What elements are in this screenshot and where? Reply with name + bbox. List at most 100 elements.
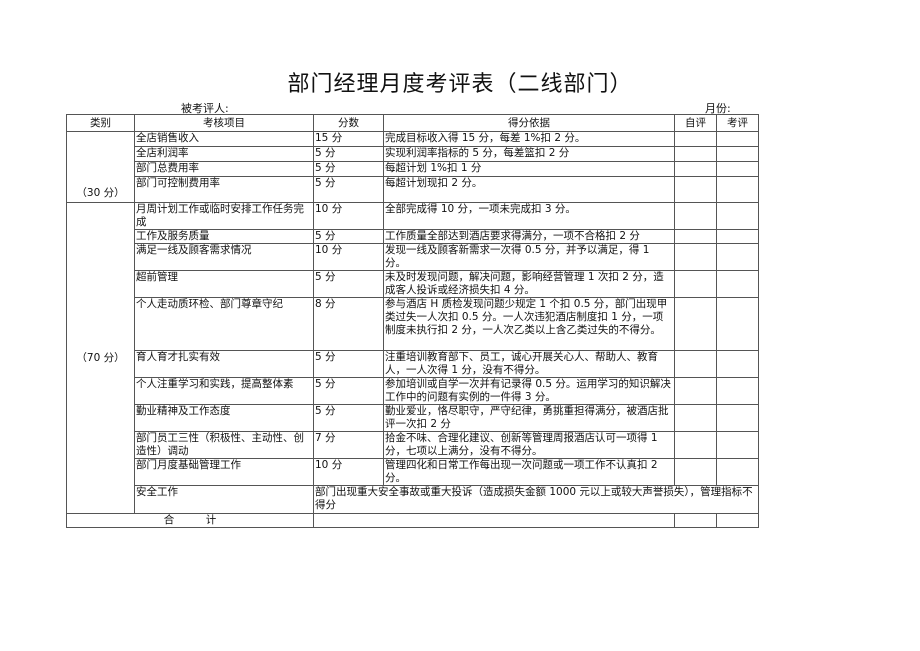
eval-input[interactable]: [716, 176, 759, 203]
score-cell: 10 分: [313, 458, 384, 486]
score-cell: 8 分: [313, 297, 384, 351]
self-eval-input[interactable]: [674, 270, 717, 298]
eval-input[interactable]: [716, 458, 759, 486]
score-cell: 5 分: [313, 404, 384, 432]
header-item: 考核项目: [134, 114, 314, 132]
score-cell: 7 分: [313, 431, 384, 459]
score-cell: 5 分: [313, 377, 384, 405]
safety-row: 安全工作 部门出现重大安全事故或重大投诉（造成损失金额 1000 元以上或较大声誉…: [67, 485, 759, 514]
eval-input[interactable]: [716, 404, 759, 432]
item-cell: 部门月度基础管理工作: [134, 458, 314, 486]
score-cell: 5 分: [313, 350, 384, 378]
table-row: 部门月度基础管理工作 10 分管理四化和日常工作每出现一次问题或一项工作不认真扣 …: [67, 458, 759, 486]
item-cell: 个人走动质环检、部门尊章守纪: [134, 297, 314, 351]
total-label: 合 计: [66, 513, 314, 528]
self-eval-input[interactable]: [674, 377, 717, 405]
eval-input[interactable]: [716, 243, 759, 271]
score-cell: 10 分: [313, 243, 384, 271]
self-eval-input[interactable]: [674, 297, 717, 351]
eval-input[interactable]: [716, 297, 759, 351]
table-row: 勤业精神及工作态度 5 分勤业爱业，恪尽职守，严守纪律，勇挑重担得满分，被酒店批评…: [67, 404, 759, 432]
item-cell: 安全工作: [134, 485, 314, 514]
item-cell: 全店销售收入: [134, 131, 314, 147]
eval-input[interactable]: [716, 146, 759, 162]
eval-input[interactable]: [716, 161, 759, 177]
month-label: 月份:: [705, 102, 731, 115]
item-cell: 个人注重学习和实践，提高整体素: [134, 377, 314, 405]
category-cell: （70 分）: [66, 202, 135, 514]
table-row: 工作及服务质量 5 分工作质量全部达到酒店要求得满分，一项不合格扣 2 分: [67, 229, 759, 244]
basis-cell: 注重培训教育部下、员工，诚心开展关心人、帮助人、教育人，一人次得 1 分，没有不…: [383, 350, 675, 378]
table-row: （70 分） 月周计划工作或临时安排工作任务完成 10 分全部完成得 10 分，一项…: [66, 202, 759, 514]
category-cell: （30 分）: [66, 131, 135, 203]
score-cell: 5 分: [313, 229, 384, 244]
header-row: 类别 考核项目 分数 得分依据 自评 考评: [66, 114, 759, 132]
basis-cell: 拾金不味、合理化建议、创新等管理周报酒店认可一项得 1 分，七项以上满分，没有不…: [383, 431, 675, 459]
score-cell: 5 分: [313, 146, 384, 162]
basis-cell: 参加培训或自学一次并有记录得 0.5 分。运用学习的知识解决工作中的问题有实例的…: [383, 377, 675, 405]
basis-cell: 每超计划 1%扣 1 分: [383, 161, 675, 177]
eval-input[interactable]: [716, 431, 759, 459]
item-cell: 满足一线及顾客需求情况: [134, 243, 314, 271]
self-eval-input[interactable]: [674, 350, 717, 378]
basis-cell: 勤业爱业，恪尽职守，严守纪律，勇挑重担得满分，被酒店批评一次扣 2 分: [383, 404, 675, 432]
score-cell: 5 分: [313, 176, 384, 203]
self-eval-input[interactable]: [674, 229, 717, 244]
header-self-eval: 自评: [674, 114, 717, 132]
table-row: 育人育才扎实有效 5 分注重培训教育部下、员工，诚心开展关心人、帮助人、教育人，一…: [67, 350, 759, 378]
header-category: 类别: [66, 114, 135, 132]
item-cell: 部门可控制费用率: [134, 176, 314, 203]
header-score: 分数: [313, 114, 384, 132]
basis-cell: 部门出现重大安全事故或重大投诉（造成损失金额 1000 元以上或较大声誉损失），…: [313, 485, 759, 514]
item-cell: 育人育才扎实有效: [134, 350, 314, 378]
item-cell: 勤业精神及工作态度: [134, 404, 314, 432]
item-cell: 部门员工三性（积极性、主动性、创造性）调动: [134, 431, 314, 459]
header-eval: 考评: [716, 114, 759, 132]
item-cell: 工作及服务质量: [134, 229, 314, 244]
total-eval[interactable]: [716, 513, 759, 528]
score-cell: 10 分: [313, 202, 384, 230]
eval-input[interactable]: [716, 270, 759, 298]
item-cell: 部门总费用率: [134, 161, 314, 177]
total-score[interactable]: [313, 513, 675, 528]
table-row: 超前管理 5 分未及时发现问题，解决问题，影响经营管理 1 次扣 2 分，造成客人…: [67, 270, 759, 298]
self-eval-input[interactable]: [674, 161, 717, 177]
self-eval-input[interactable]: [674, 202, 717, 230]
score-cell: 5 分: [313, 270, 384, 298]
basis-cell: 实现利润率指标的 5 分，每差篮扣 2 分: [383, 146, 675, 162]
self-eval-input[interactable]: [674, 243, 717, 271]
evaluatee-label: 被考评人:: [181, 102, 229, 115]
score-cell: 15 分: [313, 131, 384, 147]
eval-input[interactable]: [716, 202, 759, 230]
table-row: 全店利润率 5 分实现利润率指标的 5 分，每差篮扣 2 分: [67, 146, 759, 162]
basis-cell: 工作质量全部达到酒店要求得满分，一项不合格扣 2 分: [383, 229, 675, 244]
self-eval-input[interactable]: [674, 404, 717, 432]
item-cell: 超前管理: [134, 270, 314, 298]
eval-input[interactable]: [716, 350, 759, 378]
basis-cell: 发现一线及顾客新需求一次得 0.5 分，并予以满足，得 1 分。: [383, 243, 675, 271]
total-self-eval[interactable]: [674, 513, 717, 528]
table-row: 满足一线及顾客需求情况 10 分发现一线及顾客新需求一次得 0.5 分，并予以满足…: [67, 243, 759, 271]
eval-input[interactable]: [716, 377, 759, 405]
eval-input[interactable]: [716, 229, 759, 244]
header-basis: 得分依据: [383, 114, 675, 132]
basis-cell: 每超计划现扣 2 分。: [383, 176, 675, 203]
table-row: 部门总费用率 5 分每超计划 1%扣 1 分: [67, 161, 759, 177]
eval-input[interactable]: [716, 131, 759, 147]
table-row: 个人走动质环检、部门尊章守纪 8 分参与酒店 H 质检发现问题少规定 1 个扣 0…: [67, 297, 759, 351]
self-eval-input[interactable]: [674, 458, 717, 486]
total-row: 合 计: [66, 513, 759, 528]
item-cell: 月周计划工作或临时安排工作任务完成: [134, 202, 314, 230]
basis-cell: 全部完成得 10 分，一项未完成扣 3 分。: [383, 202, 675, 230]
score-cell: 5 分: [313, 161, 384, 177]
page-title: 部门经理月度考评表（二线部门）: [287, 72, 633, 97]
self-eval-input[interactable]: [674, 131, 717, 147]
self-eval-input[interactable]: [674, 431, 717, 459]
table-row: 部门可控制费用率 5 分每超计划现扣 2 分。: [67, 176, 759, 203]
item-cell: 全店利润率: [134, 146, 314, 162]
evaluation-table: 类别 考核项目 分数 得分依据 自评 考评 （30 分） 全店销售收入 15 分完成…: [66, 114, 759, 528]
table-row: 部门员工三性（积极性、主动性、创造性）调动 7 分拾金不味、合理化建议、创新等管理…: [67, 431, 759, 459]
self-eval-input[interactable]: [674, 176, 717, 203]
self-eval-input[interactable]: [674, 146, 717, 162]
table-row: 个人注重学习和实践，提高整体素 5 分参加培训或自学一次并有记录得 0.5 分。运…: [67, 377, 759, 405]
